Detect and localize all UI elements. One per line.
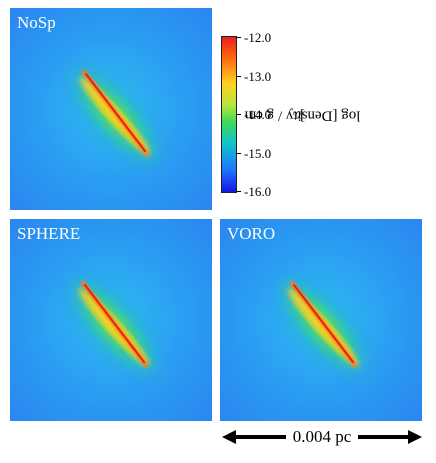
scale-bar: 0.004 pc: [222, 425, 422, 449]
colorbar-tick-label: -14.0: [244, 107, 272, 122]
colorbar-tick-label: -12.0: [244, 30, 272, 45]
density-panel-nosp: NoSp: [10, 8, 212, 210]
density-map-sphere: [10, 219, 212, 421]
panel-label-voro: VORO: [227, 224, 276, 243]
density-map-voro: [220, 219, 422, 421]
arrow-left-icon: [222, 430, 236, 444]
colorbar-tick-label: -16.0: [244, 184, 272, 199]
colorbar-tick: [236, 153, 241, 154]
colorbar: [221, 36, 237, 193]
density-panel-sphere: SPHERE: [10, 219, 212, 421]
colorbar-title-suffix: ]: [299, 107, 305, 124]
colorbar-tick: [236, 191, 241, 192]
scale-bar-line: [358, 435, 410, 439]
colorbar-tick-label: -15.0: [244, 146, 272, 161]
colorbar-title: log [Density / g cm -3]: [244, 40, 360, 190]
panel-label-nosp: NoSp: [17, 13, 56, 32]
density-panel-voro: VORO: [220, 219, 422, 421]
density-map-nosp: [10, 8, 212, 210]
panel-label-sphere: SPHERE: [17, 224, 81, 243]
colorbar-tick-label: -13.0: [244, 69, 272, 84]
arrow-right-icon: [408, 430, 422, 444]
scale-bar-label: 0.004 pc: [292, 427, 352, 446]
colorbar-tick: [236, 114, 241, 115]
colorbar-tick: [236, 76, 241, 77]
scale-bar-line: [234, 435, 286, 439]
colorbar-tick: [236, 37, 241, 38]
